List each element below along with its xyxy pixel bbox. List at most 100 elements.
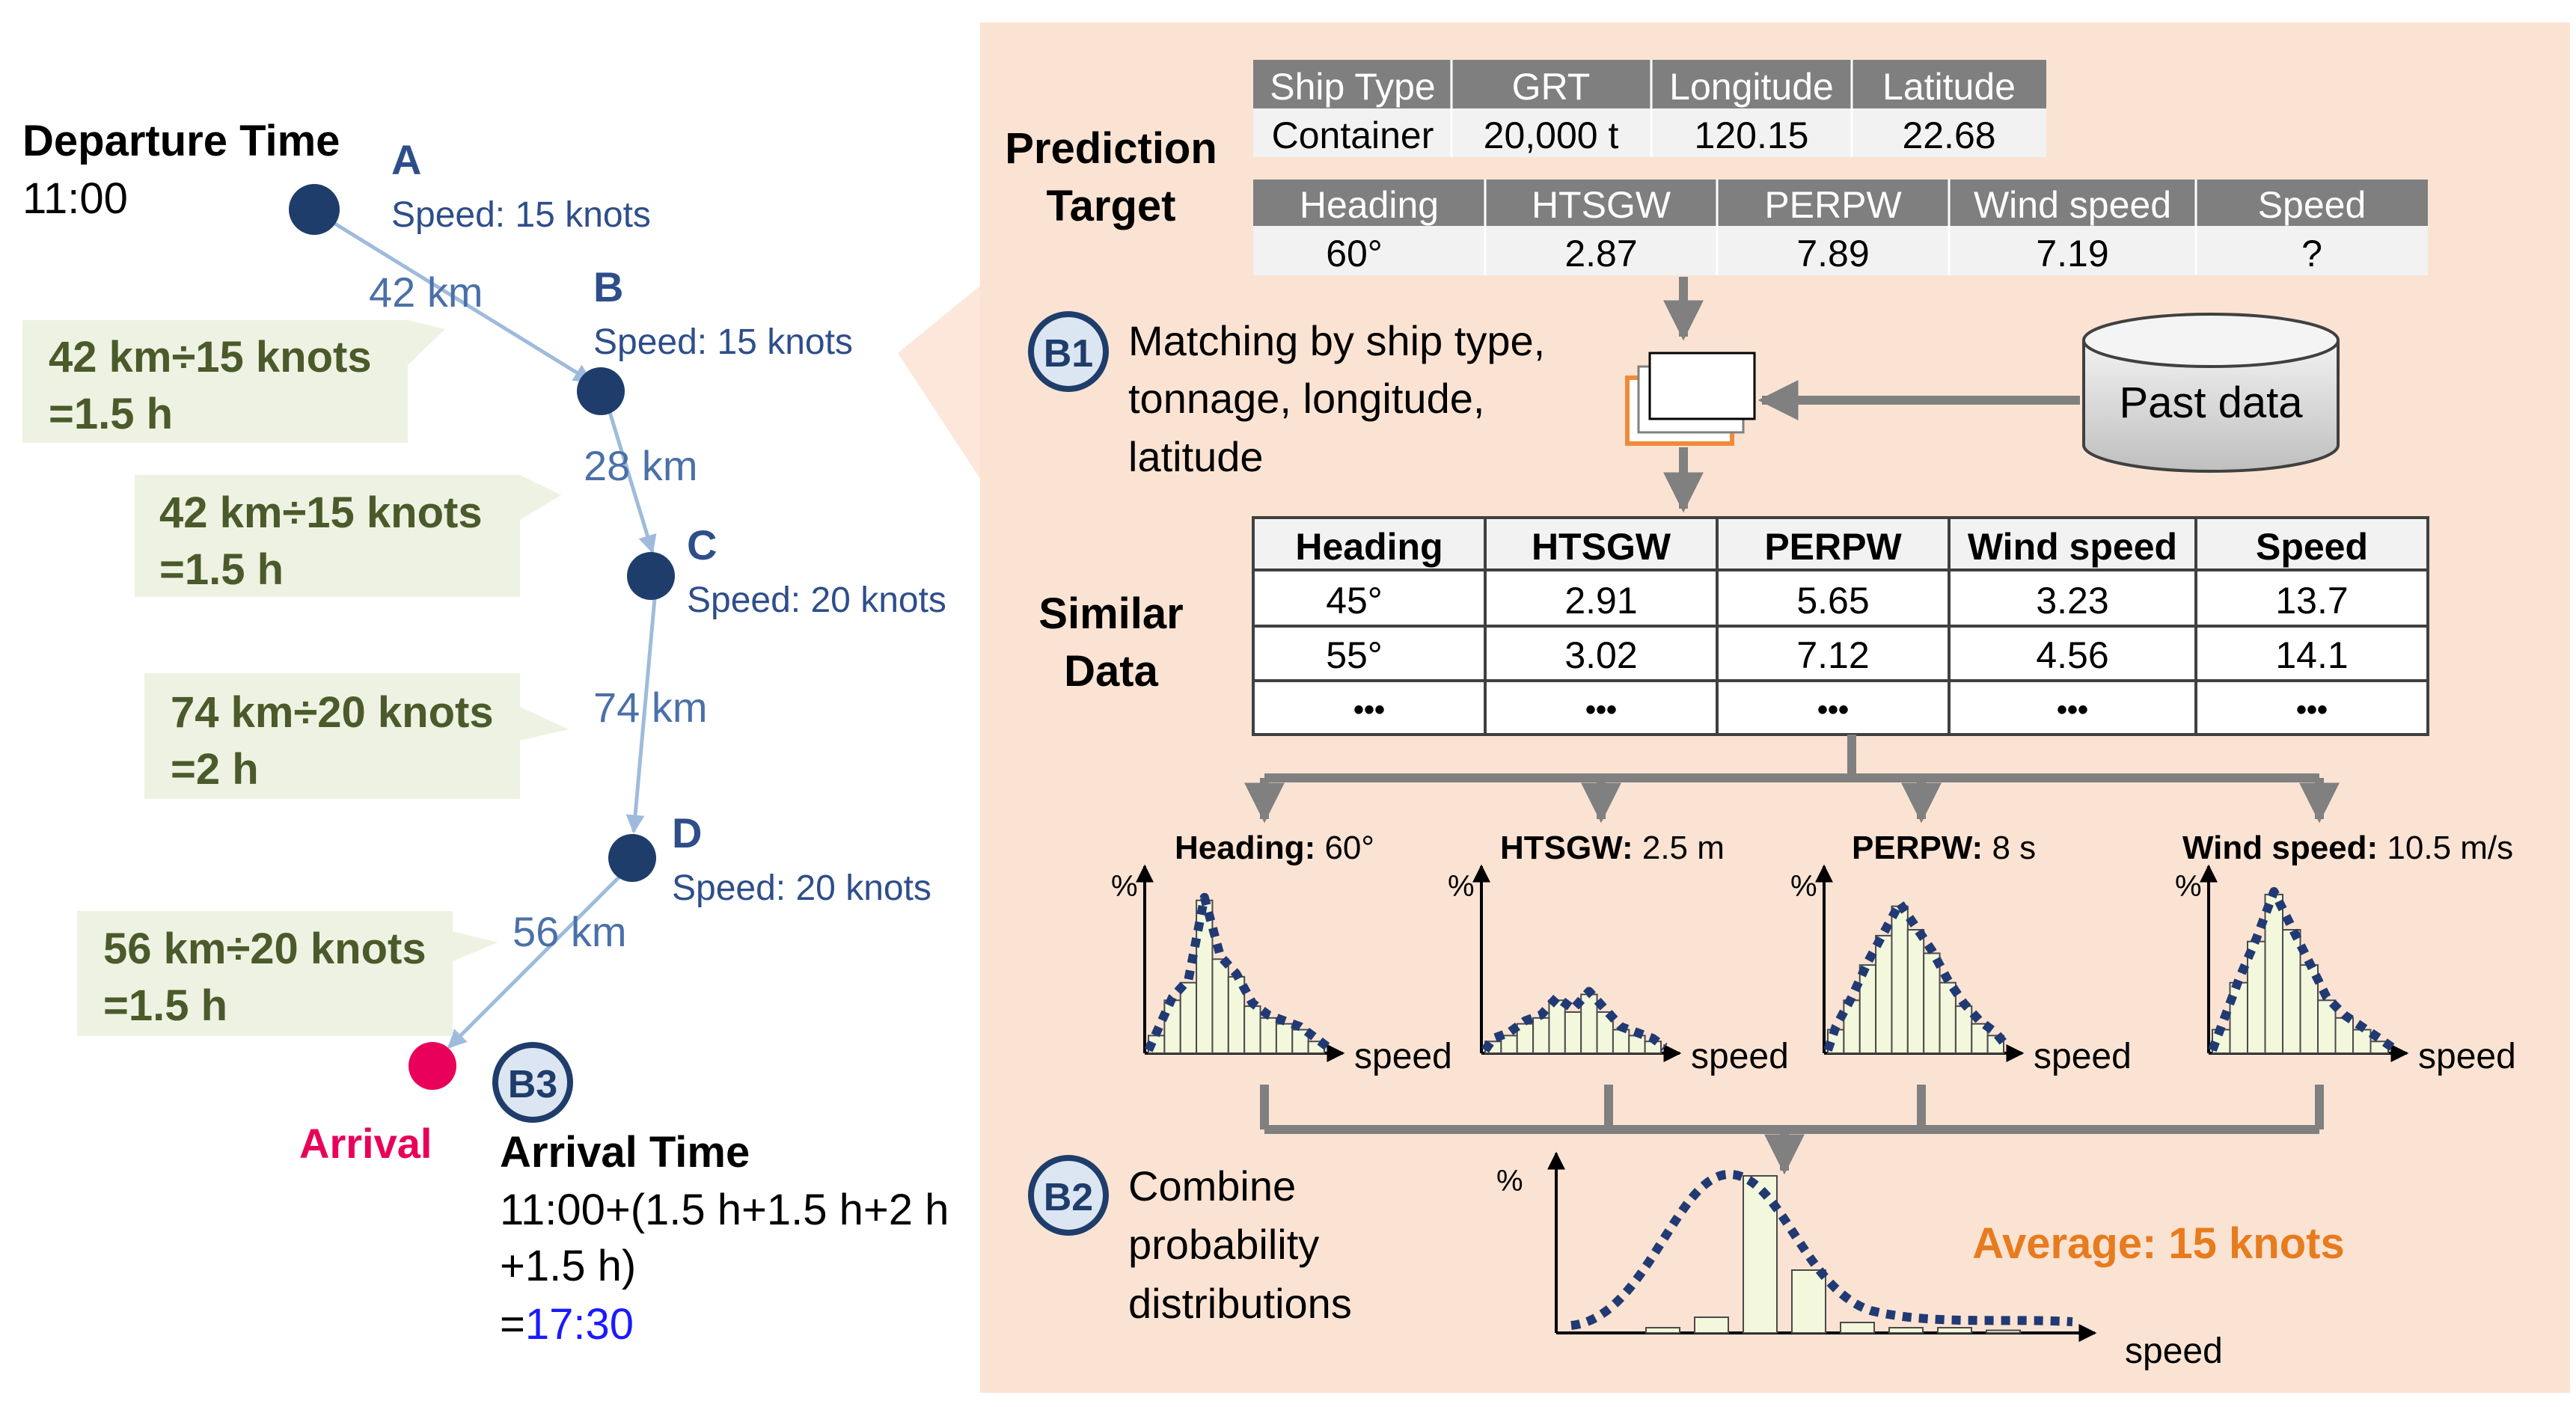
b1-line-3: latitude [1128,433,1264,480]
histogram-4: Wind speed: 10.5 m/s% speed [2175,830,2516,1076]
prediction-table-2: Heading HTSGW PERPW Wind speed Speed 60°… [1253,180,2428,275]
calc-2-line1: 42 km÷15 knots [159,488,483,537]
histogram-bar [1612,1029,1630,1054]
histogram-1: Heading: 60°% speed [1111,830,1452,1076]
sim-header-htsgw: HTSGW [1532,526,1671,568]
histogram-bar [1891,905,1909,1054]
arrival-formula-1: 11:00+(1.5 h+1.5 h+2 h [500,1186,949,1234]
histogram-bar [2334,1017,2354,1055]
histogram-y-label: % [1790,870,1817,903]
table-cell: 7.12 [1796,634,1869,676]
prediction-label-1: Prediction [1005,124,1217,173]
edge-b-c [602,394,657,554]
edge-d-arrival [447,874,622,1049]
t2-value-heading: 60° [1326,233,1383,275]
combined-distribution: % speed [1496,1151,2223,1371]
histogram-title: PERPW: 8 s [1852,830,2036,866]
b2-line-2: probability [1128,1221,1319,1268]
node-d [608,834,656,882]
calc-callout-3: 74 km÷20 knots =2 h [144,673,569,799]
t2-header-htsgw: HTSGW [1532,184,1671,226]
histogram-density-curve [1481,987,1668,1053]
histogram-x-label: speed [1691,1037,1789,1076]
past-data-label: Past data [2119,378,2303,427]
split-arrows [1244,735,2340,824]
histogram-y-label: % [1448,870,1475,903]
histogram-y-label: % [1111,870,1138,903]
svg-text:B2: B2 [1044,1176,1093,1219]
node-a-label: A [391,136,421,183]
merge-arrows [1260,1085,2324,1175]
svg-text:B3: B3 [508,1063,557,1106]
table-cell: 5.65 [1796,580,1869,622]
histogram-x-label: speed [1354,1037,1452,1076]
arrival-time-title: Arrival Time [500,1128,750,1177]
edge-label-cd: 74 km [593,684,708,731]
histogram-density-curve [1144,892,1331,1052]
node-d-label: D [672,809,702,856]
zoom-wedge [898,286,980,479]
histogram-x-label: speed [2418,1037,2516,1076]
table-cell-ellipsis: ••• [1585,693,1617,726]
table-cell: 2.91 [1564,580,1637,622]
t1-value-grt: 20,000 t [1484,114,1619,156]
node-c [627,552,675,600]
t1-header-latitude: Latitude [1882,66,2016,108]
combined-bar [1888,1327,1924,1334]
combined-x-label: speed [2125,1331,2223,1371]
calc-4-line2: =1.5 h [103,981,227,1030]
t2-value-wind-speed: 7.19 [2036,233,2108,275]
histogram-bar [1211,958,1229,1055]
histogram-bar [2352,1029,2372,1054]
node-c-label: C [687,521,717,568]
node-a-speed: Speed: 15 knots [391,195,651,235]
b2-line-3: distributions [1128,1280,1352,1327]
calc-3-line1: 74 km÷20 knots [171,688,494,737]
histogram-2: HTSGW: 2.5 m% speed [1448,830,1789,1076]
histogram-title: Wind speed: 10.5 m/s [2182,830,2513,866]
node-b-speed: Speed: 15 knots [593,322,853,362]
combined-bar [1791,1269,1826,1334]
t1-header-grt: GRT [1512,66,1591,108]
past-data-cylinder: Past data [2082,313,2340,473]
histogram-x-label: speed [2034,1037,2132,1076]
arrival-formula-2: +1.5 h) [500,1242,636,1290]
table-cell: 3.23 [2036,580,2108,622]
table-cell: 55° [1326,634,1383,676]
table-cell-ellipsis: ••• [1817,693,1849,726]
combined-density-curve [1570,1169,2073,1330]
table-cell: 3.02 [1564,634,1637,676]
calc-callout-1: 42 km÷15 knots =1.5 h [22,320,445,443]
histogram-bar [1516,1023,1535,1054]
b1-line-2: tonnage, longitude, [1128,375,1484,422]
table-cell: 13.7 [2275,580,2348,622]
sim-header-heading: Heading [1295,526,1443,568]
table-cell: 45° [1326,580,1383,622]
b1-line-1: Matching by ship type, [1128,317,1545,364]
calc-1-line1: 42 km÷15 knots [49,333,372,381]
histogram-bar [1954,1005,1973,1054]
table-cell: 14.1 [2275,634,2348,676]
node-arrival [409,1042,456,1090]
t2-header-heading: Heading [1300,184,1439,226]
histogram-bar [1163,999,1181,1055]
prediction-label-2: Target [1047,182,1176,230]
combined-bar [1986,1329,2021,1334]
histogram-bar [1628,1034,1646,1055]
edge-label-bc: 28 km [584,442,698,489]
combined-bar [1743,1175,1778,1334]
table-cell-ellipsis: ••• [2296,693,2328,726]
histogram-bar [1548,999,1566,1055]
arrival-label: Arrival [299,1120,432,1167]
svg-text:B1: B1 [1044,332,1093,375]
t2-value-perpw: 7.89 [1796,233,1869,275]
t2-value-speed: ? [2301,233,2322,275]
table-cell: 4.56 [2036,634,2108,676]
t1-header-ship-type: Ship Type [1270,66,1435,108]
histogram-3: PERPW: 8 s% speed [1790,830,2132,1076]
similar-data-table: Heading HTSGW PERPW Wind speed Speed 45°… [1252,516,2429,736]
similar-label-1: Similar [1038,589,1183,638]
node-a [289,184,340,235]
sim-header-perpw: PERPW [1764,526,1902,568]
